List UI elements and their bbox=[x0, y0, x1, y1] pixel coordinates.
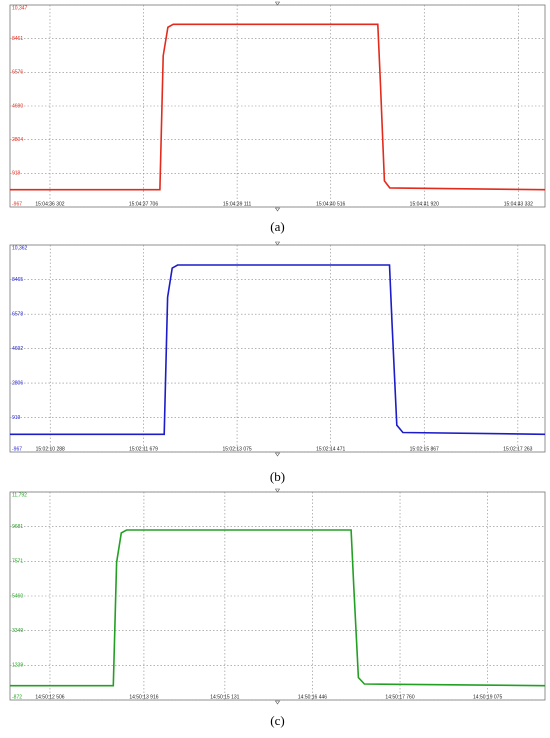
cursor-marker bbox=[274, 241, 281, 246]
x-tick-label: 15:04:36 302 bbox=[35, 201, 64, 207]
x-tick-label: 14:50:12 506 bbox=[35, 694, 64, 700]
cursor-marker bbox=[274, 488, 281, 493]
signal-line bbox=[10, 23, 546, 191]
y-tick-label: -872 bbox=[12, 694, 22, 700]
y-tick-label: 9681 bbox=[12, 524, 23, 530]
x-tick-label: 14:50:15 131 bbox=[210, 694, 239, 700]
y-tick-label: 7571 bbox=[12, 559, 23, 565]
y-tick-label: 2806 bbox=[12, 380, 23, 386]
y-tick-label: -967 bbox=[12, 201, 22, 207]
x-tick-label: 14:50:19 075 bbox=[473, 694, 502, 700]
x-tick-label: 15:02:13 075 bbox=[222, 446, 251, 452]
panel-caption: (c) bbox=[270, 713, 284, 728]
cursor-marker bbox=[274, 452, 281, 457]
x-tick-label: 15:02:14 471 bbox=[316, 446, 345, 452]
y-tick-label: 5460 bbox=[12, 593, 23, 599]
y-tick-label: 4690 bbox=[12, 103, 23, 109]
y-tick-label: 919 bbox=[12, 415, 21, 421]
x-tick-label: 15:04:41 920 bbox=[410, 201, 439, 207]
panel-caption: (b) bbox=[270, 469, 285, 484]
panel-caption: (a) bbox=[270, 219, 284, 234]
y-tick-label: 1239 bbox=[12, 663, 23, 669]
y-tick-label: 2804 bbox=[12, 137, 23, 143]
y-tick-label: 10,362 bbox=[12, 245, 28, 251]
x-tick-label: 15:04:40 516 bbox=[316, 201, 345, 207]
x-tick-label: 15:02:17 263 bbox=[503, 446, 532, 452]
x-tick-label: 15:02:10 288 bbox=[36, 446, 65, 452]
y-tick-label: 3349 bbox=[12, 628, 23, 634]
y-tick-label: 6578 bbox=[12, 311, 23, 317]
y-tick-label: -967 bbox=[12, 446, 22, 452]
y-tick-label: 8461 bbox=[12, 36, 23, 42]
y-tick-label: 8465 bbox=[12, 277, 23, 283]
x-tick-label: 15:04:43 332 bbox=[504, 201, 533, 207]
x-tick-label: 14:50:16 446 bbox=[298, 694, 327, 700]
x-tick-label: 14:50:17 760 bbox=[385, 694, 414, 700]
x-tick-label: 14:50:13 916 bbox=[129, 694, 158, 700]
y-tick-label: 6576 bbox=[12, 70, 23, 76]
y-tick-label: 10,347 bbox=[12, 5, 28, 11]
x-tick-label: 15:04:37 706 bbox=[129, 201, 158, 207]
y-tick-label: 11,792 bbox=[12, 492, 27, 498]
x-tick-label: 15:02:15 867 bbox=[410, 446, 439, 452]
x-tick-label: 15:02:11 679 bbox=[129, 446, 158, 452]
cursor-marker bbox=[274, 700, 281, 705]
x-tick-label: 15:04:39 111 bbox=[223, 201, 252, 207]
y-tick-label: 919 bbox=[12, 171, 21, 177]
cursor-marker bbox=[274, 207, 281, 212]
signal-line bbox=[10, 264, 546, 436]
signal-line bbox=[10, 529, 546, 687]
cursor-marker bbox=[274, 1, 281, 6]
y-tick-label: 4692 bbox=[12, 346, 23, 352]
